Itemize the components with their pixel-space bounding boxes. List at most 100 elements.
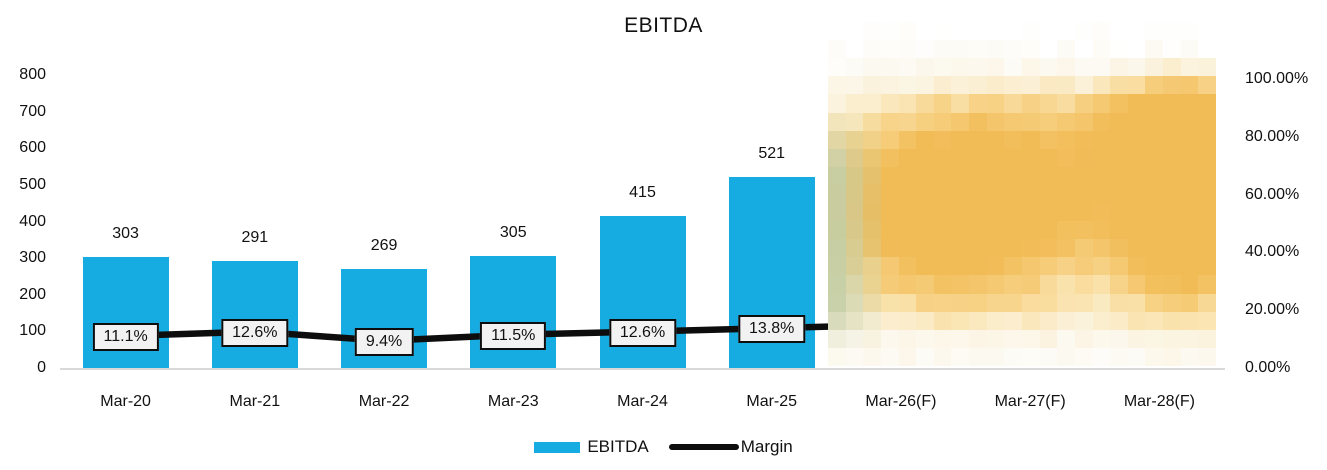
mosaic-cell xyxy=(1110,40,1128,59)
mosaic-cell xyxy=(1180,347,1199,366)
mosaic-cell xyxy=(1180,58,1199,77)
mosaic-cell xyxy=(951,293,970,312)
mosaic-cell xyxy=(1110,221,1128,240)
mosaic-cell xyxy=(828,22,846,41)
mosaic-cell xyxy=(1022,112,1040,131)
mosaic-cell xyxy=(916,22,934,41)
mosaic-cell xyxy=(1180,112,1199,131)
mosaic-cell xyxy=(898,130,917,149)
mosaic-cell xyxy=(1145,166,1164,185)
mosaic-cell xyxy=(1074,112,1093,131)
mosaic-cell xyxy=(1022,40,1040,59)
mosaic-cell xyxy=(951,40,970,59)
mosaic-cell xyxy=(1180,22,1199,41)
mosaic-cell xyxy=(1039,130,1058,149)
mosaic-cell xyxy=(1092,203,1111,222)
mosaic-cell xyxy=(916,311,934,330)
mosaic-cell xyxy=(933,184,952,204)
mosaic-cell xyxy=(1110,22,1128,41)
margin-data-label[interactable]: 13.8% xyxy=(738,315,806,344)
mosaic-cell xyxy=(828,347,846,366)
mosaic-cell xyxy=(1074,76,1093,95)
mosaic-cell xyxy=(1092,311,1111,330)
x-axis-label: Mar-20 xyxy=(100,393,151,410)
margin-data-label[interactable]: 9.4% xyxy=(354,327,414,356)
mosaic-cell xyxy=(1022,347,1040,366)
mosaic-cell xyxy=(969,257,987,276)
margin-data-label[interactable]: 11.1% xyxy=(92,322,159,351)
mosaic-cell xyxy=(1163,275,1181,294)
legend: EBITDA Margin xyxy=(0,437,1327,457)
mosaic-cell xyxy=(951,311,970,330)
margin-data-label[interactable]: 12.6% xyxy=(221,318,289,347)
mosaic-cell xyxy=(1092,40,1111,59)
mosaic-cell xyxy=(986,257,1005,276)
legend-item-margin[interactable]: Margin xyxy=(668,437,793,457)
mosaic-cell xyxy=(951,347,970,366)
mosaic-cell xyxy=(898,257,917,276)
mosaic-cell xyxy=(1039,293,1058,312)
forecast-redaction-blur[interactable] xyxy=(828,22,1216,366)
ebitda-bar[interactable] xyxy=(211,261,298,368)
mosaic-cell xyxy=(1092,148,1111,167)
x-axis-label: Mar-24 xyxy=(617,393,668,410)
mosaic-cell xyxy=(880,221,899,240)
mosaic-cell xyxy=(951,58,970,77)
right-axis-tick: 0.00% xyxy=(1245,359,1291,376)
mosaic-cell xyxy=(986,347,1005,366)
mosaic-cell xyxy=(951,203,970,222)
mosaic-cell xyxy=(898,94,917,113)
legend-item-ebitda[interactable]: EBITDA xyxy=(534,437,649,457)
mosaic-cell xyxy=(933,221,952,240)
mosaic-cell xyxy=(828,184,846,204)
mosaic-cell xyxy=(1004,311,1022,330)
mosaic-cell xyxy=(1039,112,1058,131)
mosaic-cell xyxy=(933,347,952,366)
mosaic-cell xyxy=(898,329,917,348)
mosaic-cell xyxy=(1057,293,1075,312)
mosaic-cell xyxy=(1057,311,1075,330)
mosaic-cell xyxy=(916,94,934,113)
mosaic-cell xyxy=(863,239,881,258)
mosaic-cell xyxy=(863,94,881,113)
left-axis-tick: 200 xyxy=(19,285,46,303)
mosaic-cell xyxy=(1057,184,1075,204)
mosaic-cell xyxy=(1039,184,1058,204)
mosaic-cell xyxy=(1074,329,1093,348)
right-axis-tick: 60.00% xyxy=(1245,185,1300,203)
mosaic-cell xyxy=(916,130,934,149)
mosaic-cell xyxy=(898,221,917,240)
mosaic-cell xyxy=(1039,221,1058,240)
mosaic-cell xyxy=(1092,329,1111,348)
mosaic-cell xyxy=(1022,58,1040,77)
ebitda-value-label: 291 xyxy=(241,229,269,247)
mosaic-cell xyxy=(986,311,1005,330)
mosaic-cell xyxy=(845,329,864,348)
mosaic-cell xyxy=(986,184,1005,204)
mosaic-cell xyxy=(1180,184,1199,204)
mosaic-cell xyxy=(916,347,934,366)
mosaic-cell xyxy=(1145,22,1164,41)
mosaic-cell xyxy=(1198,40,1216,59)
mosaic-cell xyxy=(898,239,917,258)
mosaic-cell xyxy=(1145,239,1164,258)
left-axis-tick: 800 xyxy=(19,66,46,83)
mosaic-cell xyxy=(1022,257,1040,276)
mosaic-cell xyxy=(828,203,846,222)
mosaic-cell xyxy=(1163,347,1181,366)
mosaic-cell xyxy=(1163,112,1181,131)
mosaic-cell xyxy=(916,257,934,276)
margin-data-label[interactable]: 11.5% xyxy=(480,321,547,350)
mosaic-cell xyxy=(1022,184,1040,204)
ebitda-value-label: 303 xyxy=(112,225,139,243)
mosaic-cell xyxy=(1163,22,1181,41)
margin-data-label[interactable]: 12.6% xyxy=(608,318,677,347)
mosaic-cell xyxy=(1022,148,1040,167)
mosaic-cell xyxy=(1163,94,1181,113)
mosaic-cell xyxy=(1074,184,1093,204)
mosaic-cell xyxy=(1127,130,1146,149)
mosaic-cell xyxy=(863,329,881,348)
mosaic-cell xyxy=(1198,22,1216,41)
mosaic-cell xyxy=(1057,94,1075,113)
